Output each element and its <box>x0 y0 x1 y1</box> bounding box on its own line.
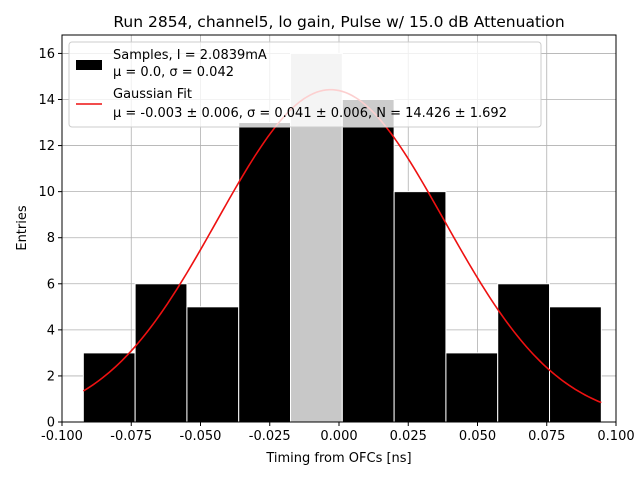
legend-samples-stats: μ = 0.0, σ = 0.042 <box>113 65 234 80</box>
legend-fit-label: Gaussian Fit <box>113 87 192 102</box>
histogram-bar <box>186 306 240 423</box>
y-tick-label: 8 <box>47 231 55 246</box>
y-tick-label: 2 <box>47 369 55 384</box>
histogram-bar <box>445 352 499 423</box>
x-tick-label: 0.100 <box>597 429 634 444</box>
axis-ticks: -0.100 -0.075 -0.050 -0.025 0.000 0.025 0.050 0… <box>38 47 634 444</box>
x-tick-label: -0.025 <box>249 429 291 444</box>
legend-box <box>68 41 542 128</box>
chart-title: Run 2854, channel5, lo gain, Pulse w/ 15… <box>113 13 564 31</box>
x-tick-label: 0.025 <box>390 429 427 444</box>
y-tick-label: 14 <box>38 93 55 108</box>
y-tick-label: 16 <box>38 47 55 62</box>
x-tick-label: -0.075 <box>110 429 152 444</box>
x-tick-label: -0.100 <box>41 429 83 444</box>
histogram-bar <box>82 352 136 423</box>
y-axis-label: Entries <box>15 205 30 251</box>
legend: Samples, I = 2.0839mA μ = 0.0, σ = 0.042… <box>68 41 542 128</box>
histogram-bar <box>393 191 447 423</box>
legend-swatch-samples <box>76 60 102 70</box>
x-tick-label: -0.050 <box>180 429 222 444</box>
y-tick-label: 0 <box>47 416 55 431</box>
histogram-bar <box>134 283 188 423</box>
y-tick-label: 6 <box>47 277 55 292</box>
y-tick-label: 4 <box>47 323 55 338</box>
y-tick-label: 12 <box>38 139 55 154</box>
histogram-bar <box>497 283 551 423</box>
legend-samples-label: Samples, I = 2.0839mA <box>113 48 267 63</box>
x-axis-label: Timing from OFCs [ns] <box>265 451 411 466</box>
x-tick-label: 0.075 <box>528 429 565 444</box>
x-tick-label: 0.000 <box>320 429 357 444</box>
y-tick-label: 10 <box>38 185 55 200</box>
histogram-bars <box>82 52 602 423</box>
histogram-bar <box>341 99 395 423</box>
legend-fit-stats: μ = -0.003 ± 0.006, σ = 0.041 ± 0.006, N… <box>113 106 507 121</box>
x-tick-label: 0.050 <box>459 429 496 444</box>
histogram-bar <box>549 306 602 423</box>
histogram-bar <box>238 122 292 423</box>
